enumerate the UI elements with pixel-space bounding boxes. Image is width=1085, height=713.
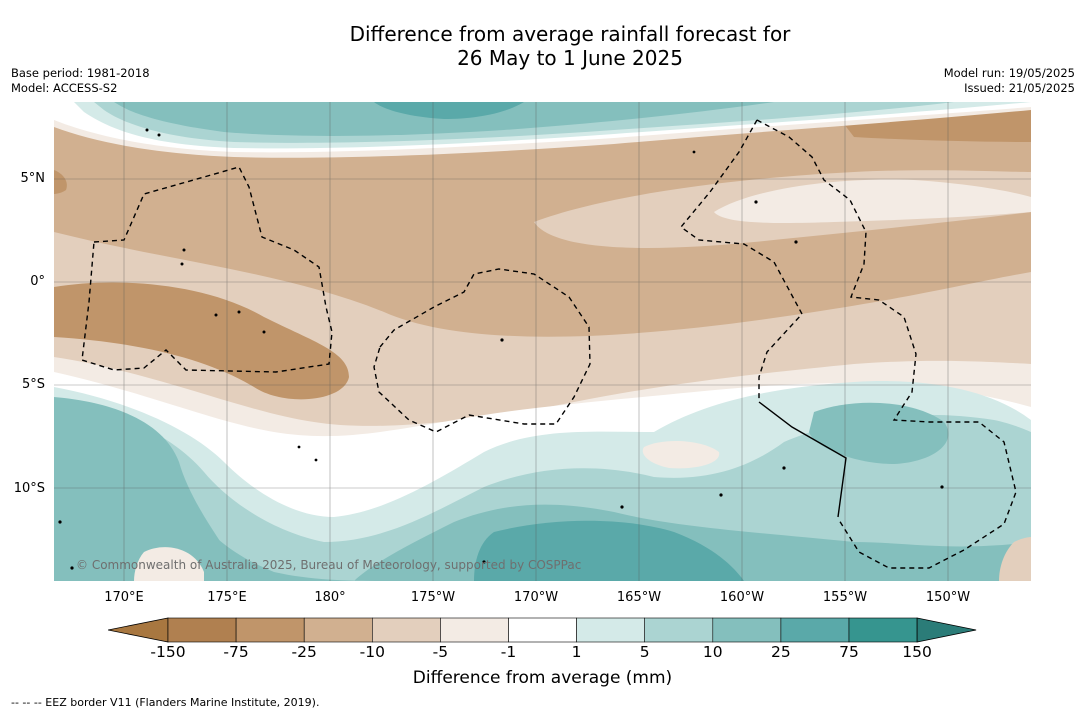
colorbar-tick-label: -5 [432,643,449,661]
contour-dark-west [54,282,349,400]
rainfall-map [54,102,1031,581]
lon-label: 160°W [719,590,765,605]
lon-label: 165°W [616,590,662,605]
colorbar-segment [303,617,373,643]
contour-light-se-corner [999,537,1031,581]
eez-border-solid [758,401,847,518]
lon-label: 170°E [104,590,144,605]
colorbar-segment [712,617,782,643]
colorbar-segment [848,617,918,643]
lon-label: 180° [314,590,346,605]
colorbar-segment [440,617,509,643]
contour-white-patch [642,440,720,469]
colorbar-tick-label: 10 [702,643,723,661]
colorbar-segment [780,617,850,643]
colorbar-segment [167,617,237,643]
contour-teal-west [54,397,234,581]
colorbar-svg [107,617,977,643]
colorbar-segment [644,617,714,643]
colorbar-arrow-high [916,617,977,643]
colorbar-segment [508,617,577,643]
lat-label: 0° [30,274,45,289]
title-line-2: 26 May to 1 June 2025 [457,46,683,70]
map-title: Difference from average rainfall forecas… [0,22,1085,70]
copyright-notice: © Commonwealth of Australia 2025, Bureau… [76,558,582,572]
colorbar-tick-label: 25 [771,643,791,661]
colorbar-segment [235,617,305,643]
colorbar-tick-label: -75 [223,643,249,661]
colorbar-tick-label: -150 [150,643,186,661]
meta-left: Base period: 1981-2018 Model: ACCESS-S2 [11,66,150,96]
contour-teal-se-blob [809,402,949,464]
colorbar [107,616,978,648]
colorbar-label: Difference from average (mm) [412,668,673,688]
colorbar-arrow-low [107,617,169,643]
lon-label: 150°W [925,590,971,605]
contour-dark-wedge [54,170,67,194]
base-period: Base period: 1981-2018 [11,66,150,80]
issued-date: Issued: 21/05/2025 [964,81,1075,95]
model-run: Model run: 19/05/2025 [943,66,1075,80]
colorbar-tick-label: -25 [291,643,317,661]
lon-label: 175°E [207,590,247,605]
colorbar-tick-label: 75 [839,643,859,661]
lat-label: 5°N [20,171,46,186]
lat-label: 10°S [13,481,45,496]
island-markers [58,128,944,570]
eez-borders [81,119,1017,569]
colorbar-tick-label: 5 [639,643,650,661]
colorbar-segment [576,617,646,643]
lon-label: 175°W [410,590,456,605]
colorbar-tick-label: -1 [500,643,517,661]
contour-teal-south [54,412,1031,581]
contour-light-sw-corner [134,547,204,581]
meta-right: Model run: 19/05/2025 Issued: 21/05/2025 [944,66,1075,96]
lon-label: 170°W [513,590,559,605]
rainfall-map-svg [54,102,1031,581]
map-gridlines [54,102,1031,581]
colorbar-tick-label: -10 [359,643,385,661]
colorbar-segment [371,617,441,643]
lat-label: 5°S [21,377,45,392]
contour-deep-teal-north [374,102,524,119]
colorbar-tick-label: 150 [902,643,932,661]
lon-label: 155°W [822,590,868,605]
contour-very-light-ne [714,179,1031,223]
title-line-1: Difference from average rainfall forecas… [349,22,791,46]
eez-legend-note: -- -- -- EEZ border V11 (Flanders Marine… [11,696,320,709]
model-name: Model: ACCESS-S2 [11,81,118,95]
contour-deep-teal-south [474,520,744,581]
colorbar-tick-label: 1 [571,643,582,661]
